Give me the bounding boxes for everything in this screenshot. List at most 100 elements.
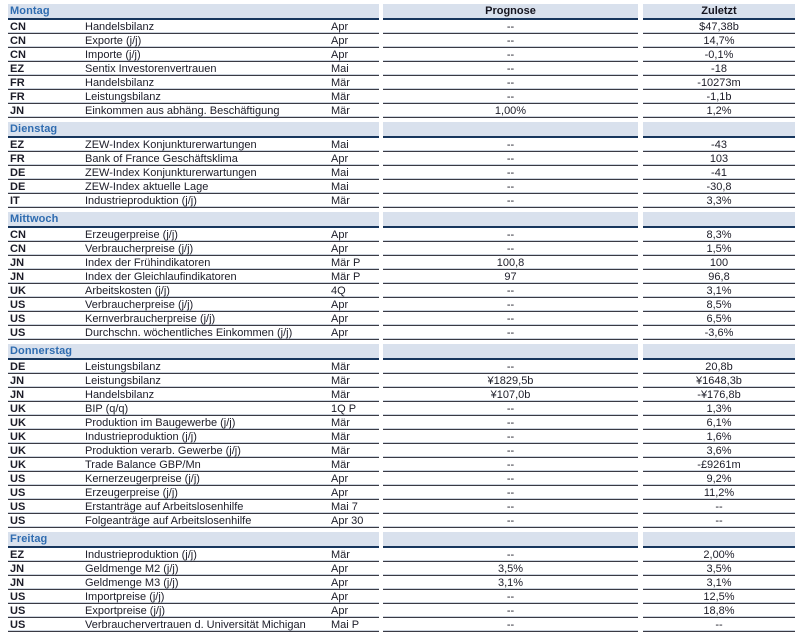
period: Apr [331,48,349,61]
prognose-value: 3,5% [497,562,524,575]
section-header-day-block: Freitag [8,532,379,548]
row-zuletzt-group: 100 [643,256,795,270]
country-code: UK [10,402,26,415]
table-row: US Verbrauchervertrauen d. Universität M… [8,618,795,632]
indicator-name: Leistungsbilanz [85,374,161,387]
row-zuletzt-group: 2,00% [643,548,795,562]
zuletzt-value: 103 [709,152,729,165]
country-code: EZ [10,138,25,151]
country-code: DE [10,360,26,373]
prognose-value: 100,8 [496,256,525,269]
table-row: UK Trade Balance GBP/Mn Mär -- -£9261m [8,458,795,472]
row-prognose-group: 1,00% [383,104,638,118]
table-row: US Erzeugerpreise (j/j) Apr -- 11,2% [8,486,795,500]
row-prognose-group: 3,5% [383,562,638,576]
indicator-name: ZEW-Index aktuelle Lage [85,180,209,193]
country-code: UK [10,416,26,429]
country-code: US [10,326,26,339]
row-zuletzt-group: $47,38b [643,20,795,34]
row-zuletzt-group: 1,5% [643,242,795,256]
row-zuletzt-group: ¥1648,3b [643,374,795,388]
section-header-prognose-block [383,532,638,548]
period: Apr [331,228,349,241]
calendar-section: Donnerstag DE Leistungsbilanz Mär -- 20,… [8,344,795,528]
row-left-group: UK Trade Balance GBP/Mn Mär [8,458,379,472]
row-left-group: JN Geldmenge M2 (j/j) Apr [8,562,379,576]
row-zuletzt-group: 6,5% [643,312,795,326]
day-label: Dienstag [10,123,58,135]
row-zuletzt-group: -- [643,514,795,528]
row-left-group: US Exportpreise (j/j) Apr [8,604,379,618]
row-zuletzt-group: 96,8 [643,270,795,284]
table-row: US Erstanträge auf Arbeitslosenhilfe Mai… [8,500,795,514]
section-rows: EZ Industrieproduktion (j/j) Mär -- 2,00… [8,548,795,632]
indicator-name: Geldmenge M3 (j/j) [85,576,179,589]
table-row: JN Einkommen aus abhäng. Beschäftigung M… [8,104,795,118]
zuletzt-value: 14,7% [703,34,735,47]
row-prognose-group: -- [383,298,638,312]
country-code: JN [10,256,25,269]
row-left-group: JN Leistungsbilanz Mär [8,374,379,388]
prognose-value: -- [506,590,515,603]
table-row: DE Leistungsbilanz Mär -- 20,8b [8,360,795,374]
row-left-group: JN Geldmenge M3 (j/j) Apr [8,576,379,590]
row-left-group: CN Exporte (j/j) Apr [8,34,379,48]
row-left-group: JN Index der Frühindikatoren Mär P [8,256,379,270]
prognose-value: 97 [504,270,517,283]
table-row: JN Geldmenge M2 (j/j) Apr 3,5% 3,5% [8,562,795,576]
row-left-group: US Kernerzeugerpreise (j/j) Apr [8,472,379,486]
row-zuletzt-group: 14,7% [643,34,795,48]
country-code: US [10,312,26,325]
prognose-value: -- [506,472,515,485]
day-label: Freitag [10,533,48,545]
period: 4Q [331,284,346,297]
row-prognose-group: -- [383,416,638,430]
section-rows: DE Leistungsbilanz Mär -- 20,8b JN Leist… [8,360,795,528]
row-prognose-group: 3,1% [383,576,638,590]
row-prognose-group: -- [383,486,638,500]
section-header-prognose-block [383,122,638,138]
period: Mär [331,430,350,443]
country-code: US [10,590,26,603]
country-code: CN [10,228,26,241]
zuletzt-value: -30,8 [706,180,732,193]
row-prognose-group: -- [383,326,638,340]
period: Apr [331,604,349,617]
row-left-group: FR Handelsbilanz Mär [8,76,379,90]
row-prognose-group: -- [383,138,638,152]
row-prognose-group: -- [383,514,638,528]
row-prognose-group: -- [383,458,638,472]
day-label: Mittwoch [10,213,59,225]
day-label: Montag [10,5,50,17]
period: Apr [331,590,349,603]
country-code: CN [10,34,26,47]
table-row: CN Verbraucherpreise (j/j) Apr -- 1,5% [8,242,795,256]
prognose-value: -- [506,618,515,631]
table-row: IT Industrieproduktion (j/j) Mär -- 3,3% [8,194,795,208]
zuletzt-value: -18 [711,62,727,75]
period: Apr [331,20,349,33]
table-row: FR Bank of France Geschäftsklima Apr -- … [8,152,795,166]
table-row: US Kernverbraucherpreise (j/j) Apr -- 6,… [8,312,795,326]
prognose-value: -- [506,444,515,457]
zuletzt-value: 11,2% [703,486,735,499]
prognose-value: -- [506,180,515,193]
zuletzt-value: -- [715,618,723,631]
table-row: US Verbraucherpreise (j/j) Apr -- 8,5% [8,298,795,312]
zuletzt-value: 6,5% [706,312,732,325]
table-row: JN Index der Frühindikatoren Mär P 100,8… [8,256,795,270]
row-prognose-group: -- [383,402,638,416]
section-header-prognose-block: Prognose [383,4,638,20]
row-left-group: UK BIP (q/q) 1Q P [8,402,379,416]
table-row: US Importpreise (j/j) Apr -- 12,5% [8,590,795,604]
section-header-zuletzt-block [643,212,795,228]
country-code: US [10,486,26,499]
indicator-name: Trade Balance GBP/Mn [85,458,201,471]
row-zuletzt-group: 1,6% [643,430,795,444]
period: Apr [331,34,349,47]
row-left-group: CN Erzeugerpreise (j/j) Apr [8,228,379,242]
row-prognose-group: -- [383,194,638,208]
prognose-value: 3,1% [497,576,524,589]
zuletzt-value: 100 [709,256,729,269]
zuletzt-value: -0,1% [704,48,734,61]
